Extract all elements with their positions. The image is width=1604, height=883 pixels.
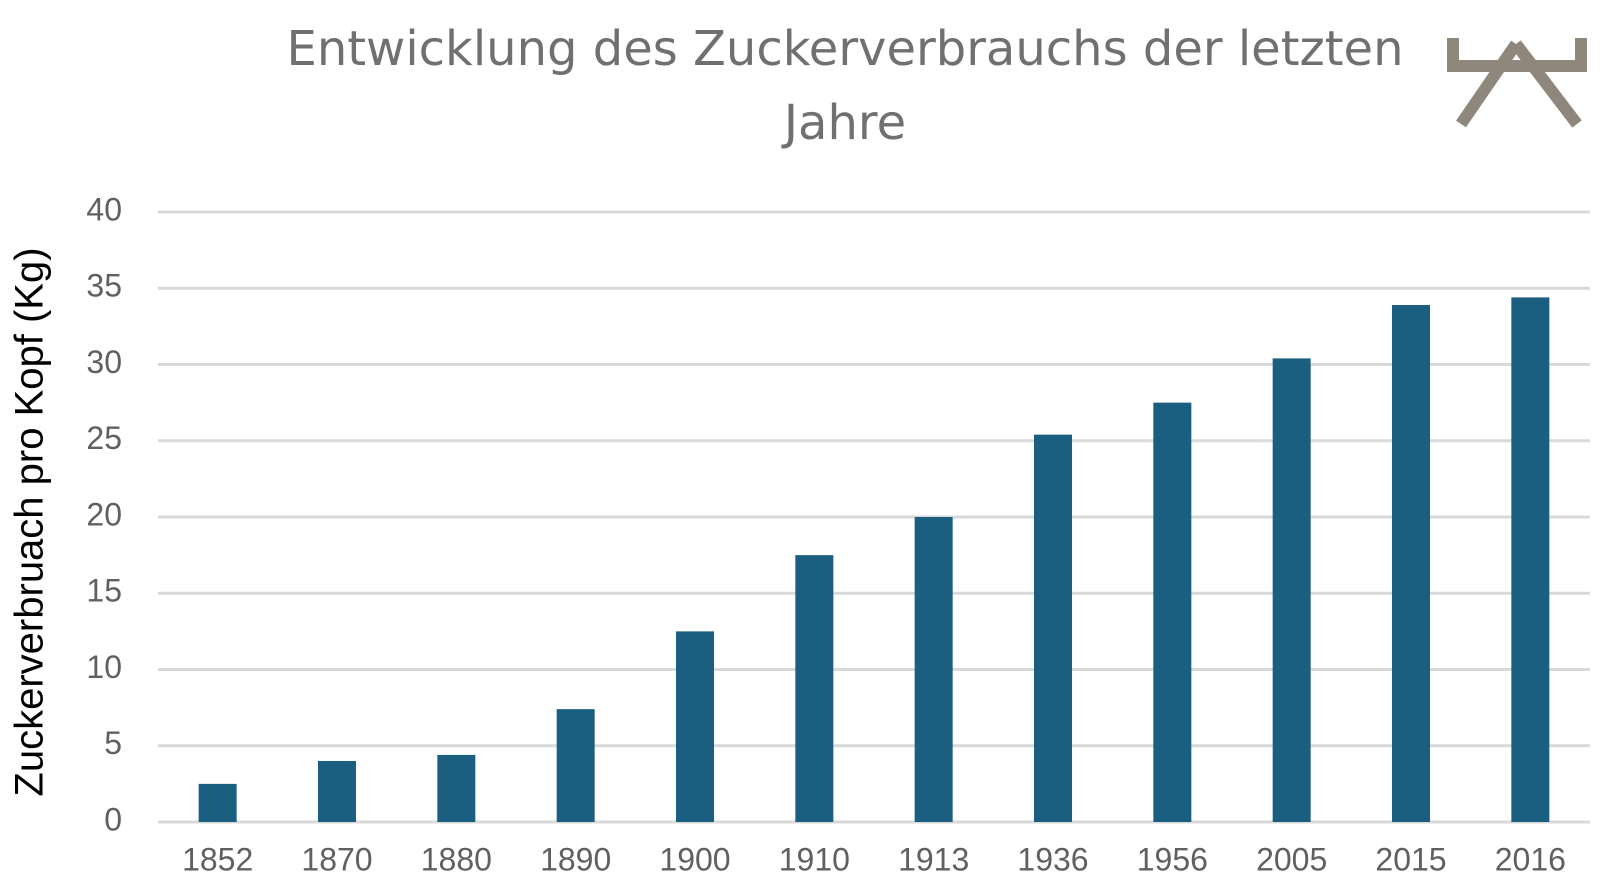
y-tick-label: 25 xyxy=(86,420,122,456)
y-tick-label: 15 xyxy=(86,573,122,609)
y-axis-label: Zuckerverbruach pro Kopf (Kg) xyxy=(8,247,52,796)
x-tick-label: 1852 xyxy=(182,841,253,877)
chart-title: Entwicklung des Zuckerverbrauchs der let… xyxy=(286,21,1404,151)
bar xyxy=(1392,305,1430,822)
y-tick-label: 30 xyxy=(86,344,122,380)
x-tick-label: 2005 xyxy=(1256,841,1327,877)
y-tick-label: 5 xyxy=(104,725,122,761)
bar xyxy=(318,761,356,822)
bar xyxy=(556,709,595,822)
y-tick-label: 35 xyxy=(86,268,122,304)
bar xyxy=(1272,358,1311,822)
bar xyxy=(1153,402,1192,822)
bar xyxy=(914,517,953,822)
y-tick-label: 40 xyxy=(86,191,122,227)
bar xyxy=(437,754,476,822)
y-tick-label: 10 xyxy=(86,649,122,685)
x-tick-label: 1956 xyxy=(1137,841,1208,877)
x-tick-label: 1936 xyxy=(1017,841,1088,877)
bar xyxy=(1511,297,1550,822)
bar xyxy=(1034,434,1072,822)
bar xyxy=(795,555,834,822)
y-tick-label: 20 xyxy=(86,496,122,532)
x-tick-label: 2016 xyxy=(1495,841,1566,877)
x-tick-label: 1880 xyxy=(421,841,492,877)
x-tick-label: 1913 xyxy=(898,841,969,877)
x-tick-label: 1910 xyxy=(779,841,850,877)
bar xyxy=(676,631,714,822)
x-tick-label: 1870 xyxy=(301,841,372,877)
x-tick-label: 2015 xyxy=(1375,841,1446,877)
logo xyxy=(1447,38,1587,128)
x-tick-label: 1900 xyxy=(659,841,730,877)
y-tick-label: 0 xyxy=(104,801,122,837)
bar xyxy=(198,783,237,822)
x-tick-label: 1890 xyxy=(540,841,611,877)
